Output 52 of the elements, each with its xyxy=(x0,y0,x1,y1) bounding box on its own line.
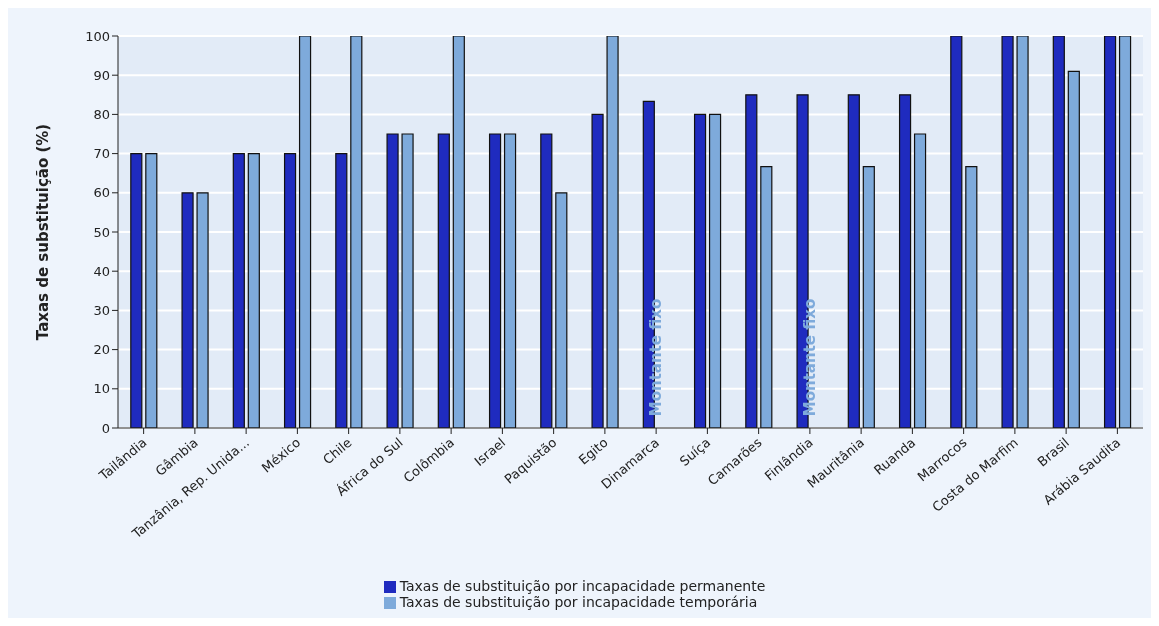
bar xyxy=(247,153,260,428)
bar xyxy=(335,153,348,428)
bar xyxy=(350,36,363,428)
bar xyxy=(437,133,450,428)
bar xyxy=(540,133,553,428)
bar xyxy=(708,113,722,428)
bar xyxy=(196,192,209,428)
bar xyxy=(745,94,758,428)
bar xyxy=(1016,36,1029,428)
bar xyxy=(913,133,927,428)
bar xyxy=(606,36,619,428)
bar xyxy=(693,113,707,428)
y-tick-label: 60 xyxy=(93,185,110,201)
bar xyxy=(283,153,297,428)
bar xyxy=(862,165,875,428)
y-tick-label: 30 xyxy=(93,303,110,319)
bar xyxy=(898,94,912,428)
bar xyxy=(1118,36,1132,428)
bar xyxy=(452,36,465,428)
annotation: Montante fixo xyxy=(647,298,666,417)
y-tick-label: 100 xyxy=(85,28,110,44)
bar xyxy=(232,153,245,428)
y-tick-label: 90 xyxy=(93,67,110,83)
bar xyxy=(555,192,568,428)
y-tick-label: 50 xyxy=(93,224,110,240)
bar xyxy=(130,153,143,428)
legend-label: Taxas de substituição por incapacidade temporária xyxy=(399,594,758,610)
bar xyxy=(950,36,963,428)
bar xyxy=(145,153,158,428)
bar xyxy=(1001,36,1014,428)
bar xyxy=(386,133,399,428)
bar xyxy=(181,192,194,428)
bar xyxy=(591,113,604,428)
y-tick-label: 40 xyxy=(93,263,110,279)
legend-label: Taxas de substituição por incapacidade permanente xyxy=(399,578,766,594)
bar xyxy=(401,133,414,428)
y-axis-title: Taxas de substituição (%) xyxy=(34,123,53,341)
y-tick-label: 70 xyxy=(93,146,110,162)
bar xyxy=(1103,36,1117,428)
y-tick-label: 0 xyxy=(101,420,110,436)
y-tick-label: 20 xyxy=(93,342,110,358)
y-tick-label: 10 xyxy=(93,381,110,397)
bar xyxy=(503,133,517,428)
bar xyxy=(965,165,978,428)
bar xyxy=(760,165,773,428)
bar xyxy=(298,36,312,428)
annotation: Montante fixo xyxy=(800,298,819,417)
bar xyxy=(1067,70,1080,428)
bar xyxy=(1052,36,1065,428)
bar xyxy=(488,133,502,428)
y-tick-label: 80 xyxy=(93,107,110,123)
bar xyxy=(847,94,860,428)
